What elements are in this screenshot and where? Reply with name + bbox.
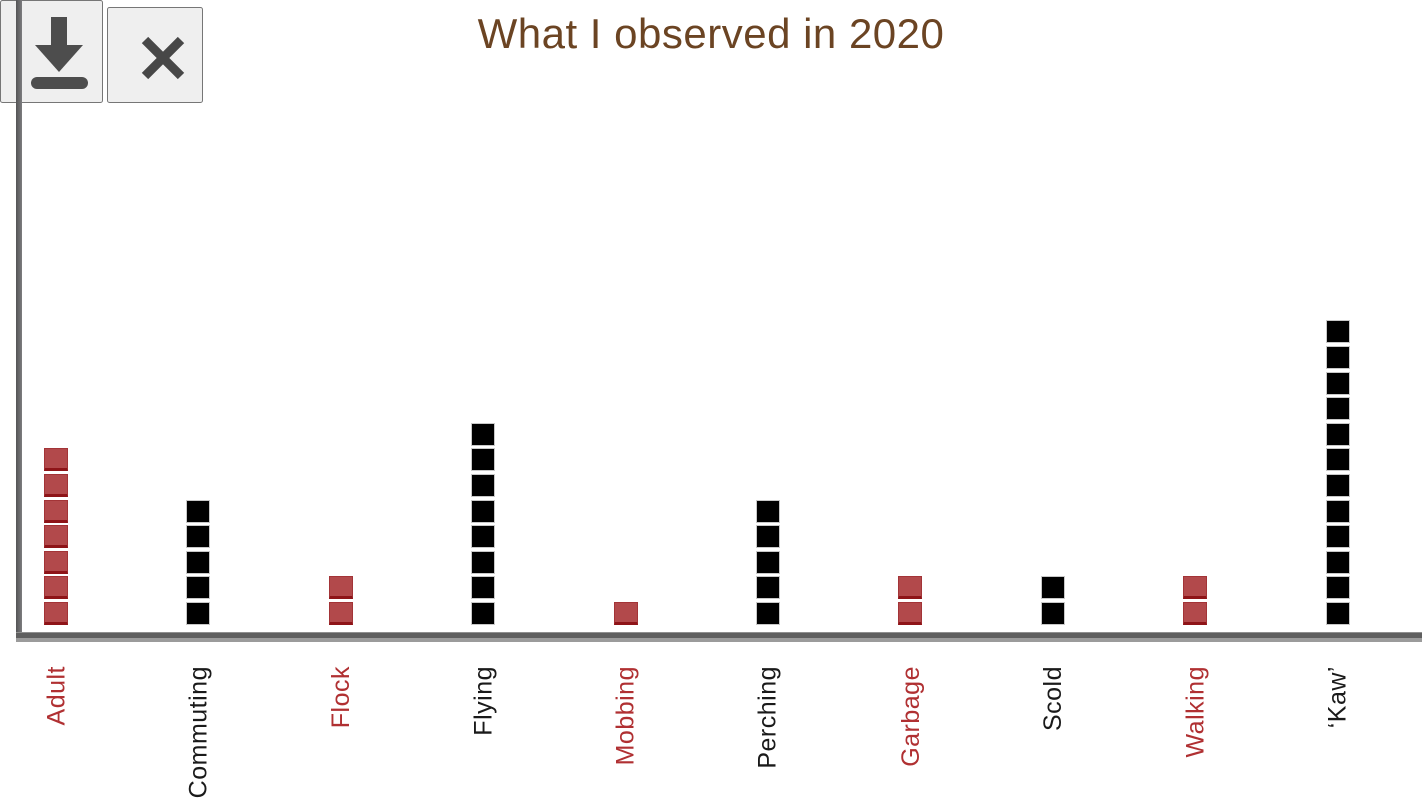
unit-square [44,473,68,497]
unit-square [328,601,353,625]
unit-square [1325,448,1350,472]
unit-square [471,473,496,497]
unit-square [613,602,638,625]
unit-square [44,601,68,625]
unit-square [471,448,496,472]
unit-square [186,601,211,625]
unit-square [44,448,68,472]
x-tick-label: Flying [469,666,498,736]
download-icon [31,17,88,89]
x-tick-label: Perching [754,666,782,769]
unit-square [471,550,496,574]
x-tick-label: Garbage [896,666,925,767]
unit-square [1183,576,1208,600]
unit-square [898,601,923,625]
bar-column [1040,576,1065,625]
unit-square [186,525,211,549]
unit-square [756,525,780,549]
unit-square [1183,601,1208,625]
unit-square [1040,576,1065,600]
unit-square [1325,422,1350,446]
unit-square [898,576,923,600]
unit-square [756,601,780,625]
unit-square [1325,371,1350,395]
unit-square [1325,550,1350,574]
unit-square [1325,320,1350,344]
unit-square [1325,525,1350,549]
unit-square [328,576,353,600]
unit-square [1325,345,1350,369]
x-tick-label: Adult [42,666,70,726]
unit-square [756,499,780,523]
close-button[interactable] [107,7,204,103]
x-tick-label: Walking [1181,666,1210,758]
x-tick-label: Mobbing [611,666,640,766]
close-icon [142,36,185,80]
bar-column [1183,576,1208,625]
bar-column [1325,320,1350,625]
x-tick-label: ‘Kaw’ [1323,666,1352,729]
bar-column [186,499,211,625]
unit-square [471,525,496,549]
unit-square [471,601,496,625]
bar-column [898,576,923,625]
unit-square [1325,473,1350,497]
unit-square [756,550,780,574]
bar-column [471,422,496,625]
bar-column [613,602,638,625]
unit-square [44,499,68,523]
unit-square [44,550,68,574]
unit-square [471,422,496,446]
unit-square [186,576,211,600]
unit-square [44,525,68,549]
x-axis-line [16,632,1422,642]
y-axis-line [16,0,22,642]
unit-square [471,576,496,600]
unit-square [186,550,211,574]
chart-title: What I observed in 2020 [477,10,945,57]
unit-square [471,499,496,523]
unit-square [186,499,211,523]
bar-column [44,448,68,625]
unit-square [1325,576,1350,600]
unit-square [1325,397,1350,421]
unit-square [1325,499,1350,523]
x-tick-label: Flock [326,666,355,729]
unit-square [1040,601,1065,625]
unit-square [756,576,780,600]
x-tick-label: Scold [1038,666,1067,732]
unit-square [44,576,68,600]
x-tick-label: Commuting [184,666,213,799]
bar-column [328,576,353,625]
bar-column [756,499,780,625]
unit-square [1325,601,1350,625]
